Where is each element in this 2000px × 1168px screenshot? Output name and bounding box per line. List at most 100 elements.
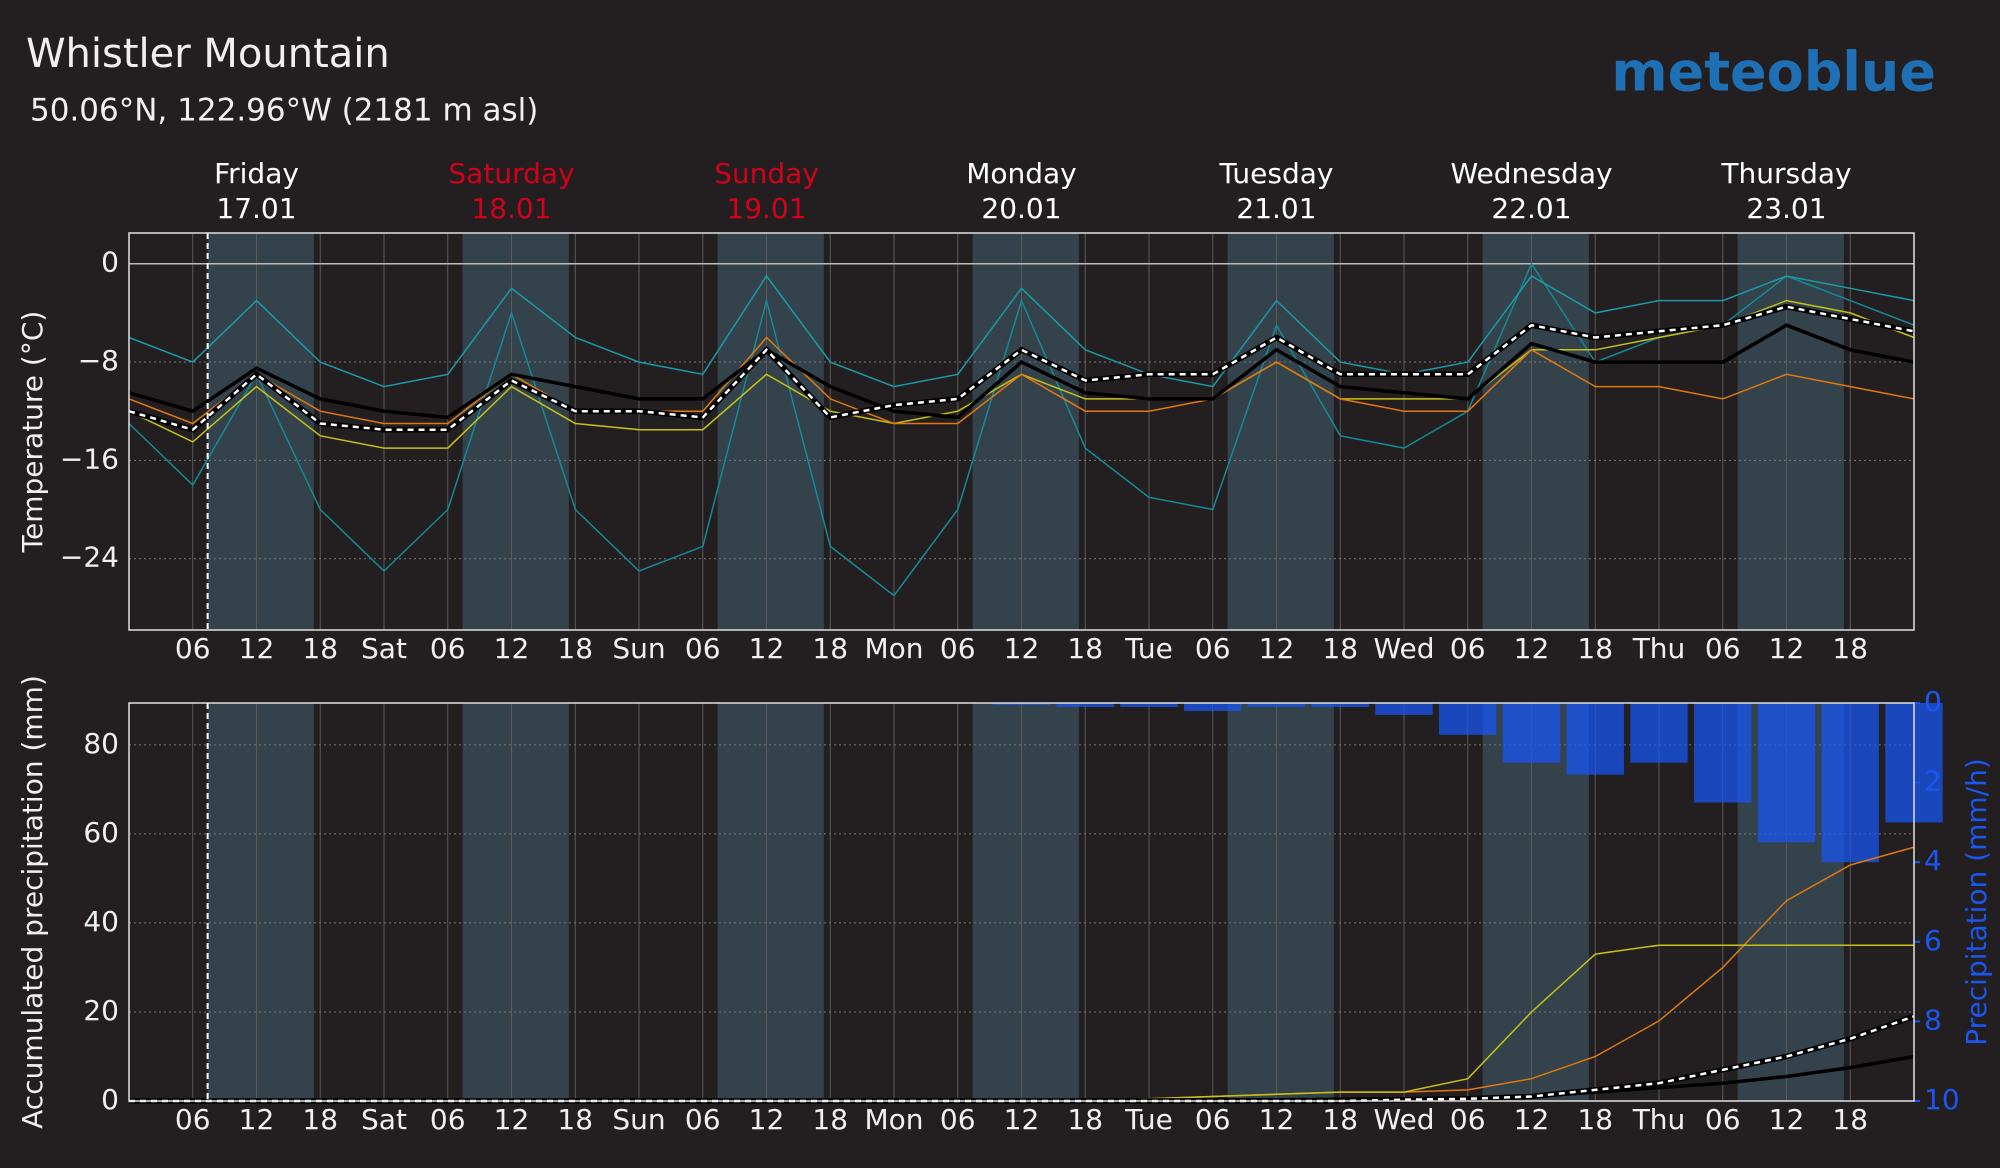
x-tick-label: 18 xyxy=(812,632,848,665)
x-tick-label: 18 xyxy=(1577,1103,1613,1136)
title: Whistler Mountain xyxy=(26,31,390,77)
day-date: 18.01 xyxy=(471,192,551,225)
x-tick-label: 06 xyxy=(430,1103,466,1136)
day-name: Wednesday xyxy=(1450,157,1612,190)
y-axis-label: Accumulated precipitation (mm) xyxy=(16,675,49,1129)
x-tick-label: Wed xyxy=(1373,632,1434,665)
x-tick-label: 18 xyxy=(1067,1103,1103,1136)
day-name: Monday xyxy=(966,157,1077,190)
x-tick-label: Thu xyxy=(1632,1103,1686,1136)
x-tick-label: Sun xyxy=(612,632,665,665)
x-tick-label: 18 xyxy=(812,1103,848,1136)
x-tick-label: Sat xyxy=(361,1103,407,1136)
x-tick-label: 06 xyxy=(940,1103,976,1136)
daylight-band xyxy=(462,703,569,1101)
x-tick-label: 12 xyxy=(1004,632,1040,665)
precip-bar xyxy=(1311,703,1369,707)
precip-bar xyxy=(992,703,1051,705)
y-tick-label: 0 xyxy=(101,246,119,279)
series-line xyxy=(128,262,1915,597)
day-name: Sunday xyxy=(714,157,819,190)
daylight-band xyxy=(1227,703,1334,1101)
precip-bar xyxy=(1375,703,1433,715)
y2-axis-label: Precipitation (mm/h) xyxy=(1960,758,1993,1046)
x-tick-label: 06 xyxy=(1705,632,1741,665)
x-tick-label: 06 xyxy=(430,632,466,665)
x-tick-label: 06 xyxy=(1195,1103,1231,1136)
x-tick-label: 18 xyxy=(1577,632,1613,665)
daylight-band xyxy=(972,233,1079,630)
precip-bar xyxy=(1821,703,1879,863)
x-tick-label: 06 xyxy=(175,1103,211,1136)
precip-bar xyxy=(1566,703,1624,775)
precip-bar xyxy=(1056,703,1114,707)
day-date: 21.01 xyxy=(1236,192,1316,225)
day-date: 17.01 xyxy=(216,192,296,225)
daylight-band xyxy=(717,233,824,630)
x-tick-label: 06 xyxy=(685,632,721,665)
series-line xyxy=(128,323,1915,420)
x-tick-label: 12 xyxy=(494,632,530,665)
x-tick-label: 12 xyxy=(749,1103,785,1136)
plot xyxy=(128,702,1943,1104)
x-tick-label: 06 xyxy=(685,1103,721,1136)
daylight-band xyxy=(972,703,1079,1101)
precip-bar xyxy=(1120,703,1178,707)
y-tick-label: 80 xyxy=(83,727,119,760)
x-tick-label: 18 xyxy=(1322,1103,1358,1136)
day-date: 20.01 xyxy=(981,192,1061,225)
x-tick-label: Mon xyxy=(864,632,923,665)
day-name: Saturday xyxy=(448,157,574,190)
precip-bar xyxy=(1439,703,1497,735)
series-line xyxy=(128,336,1915,425)
x-tick-label: 06 xyxy=(1705,1103,1741,1136)
x-tick-label: 12 xyxy=(1259,1103,1295,1136)
y2-tick-label: 4 xyxy=(1924,844,1942,877)
daylight-band xyxy=(717,703,824,1101)
x-tick-label: Tue xyxy=(1124,1103,1173,1136)
daylight-band xyxy=(1482,233,1589,630)
plot xyxy=(128,232,1915,631)
x-tick-label: 06 xyxy=(1195,632,1231,665)
x-tick-label: Thu xyxy=(1632,632,1686,665)
x-tick-label: 12 xyxy=(749,632,785,665)
y2-tick-label: 10 xyxy=(1924,1083,1960,1116)
day-name: Tuesday xyxy=(1219,157,1334,190)
series-line xyxy=(128,274,1915,388)
x-tick-label: 12 xyxy=(1514,632,1550,665)
x-tick-label: 12 xyxy=(494,1103,530,1136)
daylight-band xyxy=(207,233,314,630)
x-tick-label: Sat xyxy=(361,632,407,665)
x-tick-label: 18 xyxy=(557,1103,593,1136)
x-tick-label: 18 xyxy=(302,1103,338,1136)
daylight-band xyxy=(207,703,314,1101)
y2-tick-label: 8 xyxy=(1924,1003,1942,1036)
x-tick-label: 06 xyxy=(1450,1103,1486,1136)
y-tick-label: 0 xyxy=(101,1083,119,1116)
day-name: Thursday xyxy=(1720,157,1851,190)
x-tick-label: 12 xyxy=(1514,1103,1550,1136)
daylight-band xyxy=(462,233,569,630)
precip-bar xyxy=(1184,703,1242,711)
x-tick-label: 06 xyxy=(175,632,211,665)
day-date: 22.01 xyxy=(1491,192,1571,225)
x-tick-label: 12 xyxy=(1769,1103,1805,1136)
day-date: 19.01 xyxy=(726,192,806,225)
x-tick-label: Sun xyxy=(612,1103,665,1136)
y-tick-label: −8 xyxy=(78,344,119,377)
y-tick-label: −24 xyxy=(60,541,119,574)
precip-bar xyxy=(1757,703,1816,843)
x-tick-label: 18 xyxy=(1322,632,1358,665)
y2-tick-label: 2 xyxy=(1924,765,1942,798)
daylight-band xyxy=(1227,233,1334,630)
y-tick-label: 20 xyxy=(83,994,119,1027)
day-name: Friday xyxy=(214,157,299,190)
y-tick-label: −16 xyxy=(60,442,119,475)
x-tick-label: 12 xyxy=(1769,632,1805,665)
y2-tick-label: 6 xyxy=(1924,924,1942,957)
y-tick-label: 60 xyxy=(83,816,119,849)
logo: meteoblue xyxy=(1611,41,1936,104)
precip-bar xyxy=(1630,703,1688,763)
plot-frame xyxy=(128,702,1915,1102)
